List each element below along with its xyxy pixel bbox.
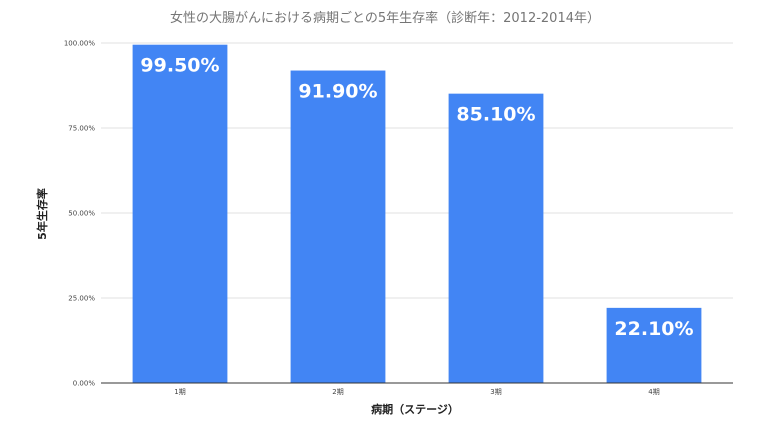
x-tick-label: 3期 <box>490 388 501 396</box>
y-tick-label: 75.00% <box>68 125 95 133</box>
data-label: 85.10% <box>456 104 535 126</box>
chart-title: 女性の大腸がんにおける病期ごとの5年生存率（診断年：2012-2014年） <box>170 10 600 26</box>
data-label: 91.90% <box>298 81 377 103</box>
x-tick-label: 4期 <box>648 388 659 396</box>
y-tick-label: 25.00% <box>68 295 95 303</box>
x-tick-label: 1期 <box>174 388 185 396</box>
x-tick-labels: 1期 2期 3期 4期 <box>174 388 659 396</box>
bar <box>606 307 702 383</box>
y-tick-label: 0.00% <box>73 380 96 388</box>
y-axis-label: 5年生存率 <box>35 188 49 240</box>
bars <box>132 44 702 383</box>
data-label: 22.10% <box>614 318 693 340</box>
y-tick-label: 100.00% <box>64 40 95 48</box>
x-axis-label: 病期（ステージ） <box>371 402 459 416</box>
x-tick-label: 2期 <box>332 388 343 396</box>
bar <box>290 70 386 383</box>
data-labels: 99.50% 91.90% 85.10% 22.10% <box>140 55 693 340</box>
data-label: 99.50% <box>140 55 219 77</box>
bar <box>448 93 544 383</box>
y-tick-label: 50.00% <box>68 210 95 218</box>
bar <box>132 44 228 383</box>
